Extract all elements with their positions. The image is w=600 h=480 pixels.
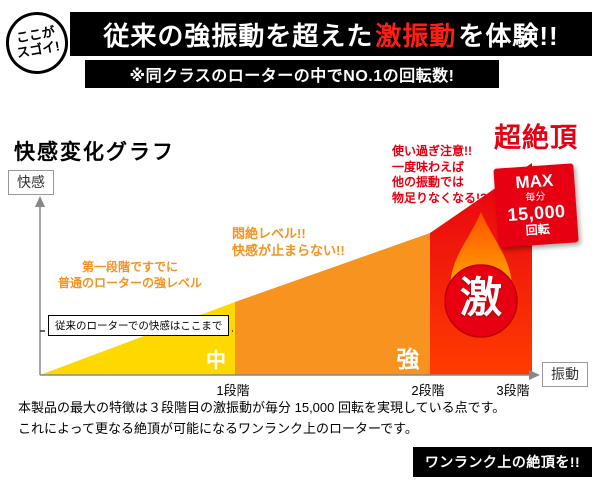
sub-headline-text: ※同クラスのローターの中でNO.1の回転数! [129, 68, 455, 85]
x-tick-stage3: 3段階 [496, 383, 530, 398]
headline-prefix: 従来の強振動を超えた [103, 20, 374, 51]
max-rpm-badge: MAX 毎分 15,000 回転 [493, 163, 579, 248]
main-headline-banner: 従来の強振動を超えた 激振動 を体験!! [70, 12, 592, 56]
super-climax-label: 超絶頂 [494, 123, 578, 153]
chart-title: 快感変化グラフ [14, 141, 175, 164]
stage3-warning-annotation: 使い過ぎ注意!! 一度味わえば 他の振動では 物足りなくなる!? [392, 144, 488, 205]
segment-label-intense: 激 [459, 274, 502, 321]
headline-suffix: を体験!! [458, 20, 559, 51]
x-tick-stage1: 1段階 [216, 383, 250, 398]
x-tick-stage2: 2段階 [411, 383, 445, 398]
cta-banner: ワンランク上の絶頂を!! [413, 447, 592, 477]
y-axis-label: 快感 [8, 170, 54, 195]
stage2-annotation: 悶絶レベル!! 快感が止まらない!! [232, 226, 345, 258]
x-axis-label: 振動 [542, 362, 588, 387]
geki-circle [444, 264, 518, 338]
headline-highlight: 激振動 [375, 20, 457, 51]
sub-headline-banner: ※同クラスのローターの中でNO.1の回転数! [85, 60, 499, 88]
segment-label-medium: 中 [206, 350, 226, 372]
segment-label-strong: 強 [396, 346, 420, 372]
x-axis-arrow-icon [529, 370, 540, 380]
y-axis-arrow-icon [35, 196, 45, 207]
cta-text: ワンランク上の絶頂を!! [424, 454, 581, 470]
chart-area-stage2 [235, 233, 430, 375]
conventional-limit-label: 従来のローターでの快感はここまで [48, 315, 230, 336]
stage1-annotation: 第一段階ですでに 普通のローターの強レベル [57, 260, 202, 290]
product-description: 本製品の最大の特徴は３段階目の激振動が毎分 15,000 回転を実現している点で… [18, 400, 506, 436]
